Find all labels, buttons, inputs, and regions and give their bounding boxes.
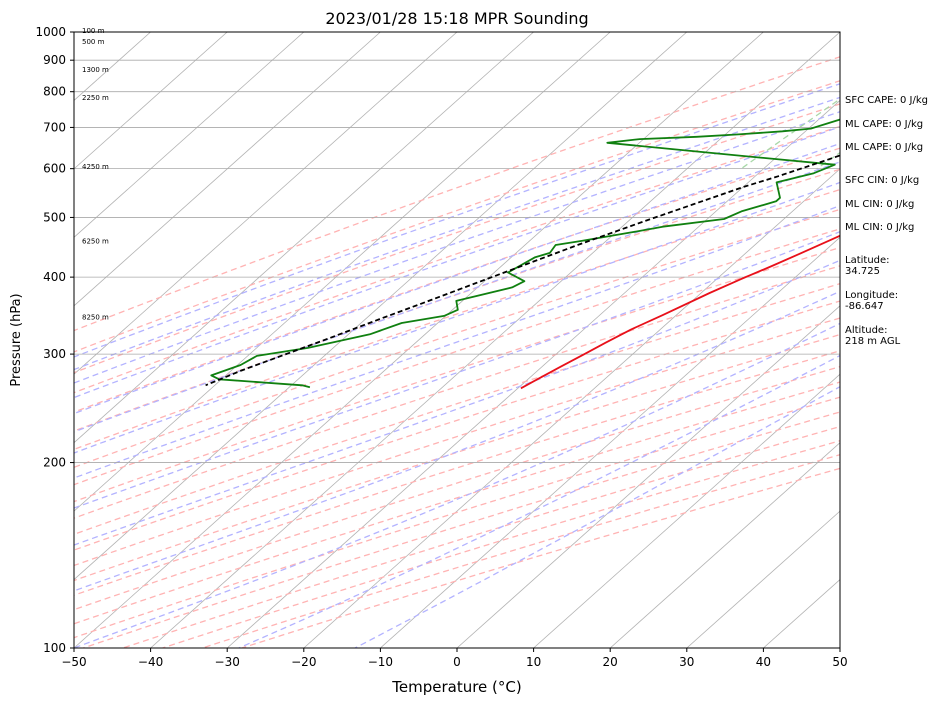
x-tick-label: 50: [832, 655, 847, 669]
background-lines: [74, 32, 840, 648]
height-label: 4250 m: [82, 163, 109, 171]
dry-adiabat-line: [74, 396, 840, 639]
dry-adiabat-line: [74, 246, 840, 503]
y-tick-label: 400: [43, 270, 66, 284]
dry-adiabat-line: [74, 188, 840, 451]
dewpoint-profile: [210, 118, 840, 389]
dry-adiabat-line: [162, 440, 840, 648]
moist-adiabat-line: [74, 259, 840, 546]
y-axis-label: Pressure (hPa): [9, 293, 24, 386]
isotherm-line: [226, 99, 840, 648]
height-label: 100 m: [82, 27, 105, 35]
isotherm-line: [74, 32, 458, 375]
dry-adiabat-line: [74, 317, 840, 567]
sfc-cape-text: SFC CAPE: 0 J/kg: [845, 95, 928, 106]
sfc-cin-text: SFC CIN: 0 J/kg: [845, 175, 920, 186]
isotherm-line: [74, 32, 228, 170]
dry-adiabat-line: [74, 147, 840, 413]
dry-adiabat-line: [74, 103, 840, 374]
height-label: 6250 m: [82, 238, 109, 246]
isotherm-line: [533, 373, 840, 648]
moist-adiabat-line: [354, 385, 840, 648]
x-tick-label: −30: [215, 655, 240, 669]
isotherm-line: [74, 32, 534, 444]
height-label: 2250 m: [82, 94, 109, 102]
y-tick-label: 300: [43, 347, 66, 361]
moist-adiabat-line: [74, 231, 840, 509]
dry-adiabat-line: [74, 365, 840, 611]
profile-lines: [205, 118, 840, 390]
isotherm-line: [609, 442, 840, 648]
x-tick-label: 30: [679, 655, 694, 669]
y-tick-label: 200: [43, 456, 66, 470]
altitude-value: 218 m AGL: [845, 336, 901, 347]
pressure-gridlines: [74, 32, 840, 648]
height-label: 500 m: [82, 38, 105, 46]
x-axis-label: Temperature (°C): [391, 678, 521, 696]
ml-cin-text: ML CIN: 0 J/kg: [845, 199, 915, 210]
y-tick-label: 700: [43, 120, 66, 134]
dry-adiabat-line: [74, 282, 840, 535]
y-tick-label: 100: [43, 641, 66, 655]
parcel-profile: [205, 154, 840, 387]
latitude-value: 34.725: [845, 266, 880, 277]
moist-adiabat-line: [74, 142, 840, 415]
dry-adiabat-line: [74, 125, 840, 394]
isotherm-line: [303, 168, 840, 648]
temperature-profile: [520, 234, 840, 390]
height-label: 8250 m: [82, 313, 109, 321]
moist-adiabat-line: [238, 354, 840, 648]
x-tick-label: −20: [291, 655, 316, 669]
moist-adiabat-line: [74, 110, 840, 384]
ml-cape-text-2: ML CAPE: 0 J/kg: [845, 142, 924, 153]
x-tick-label: 20: [603, 655, 618, 669]
isotherm-line: [380, 236, 840, 648]
x-axis-ticks: −50 −40 −30 −20 −10 0 10 20 30 40 50: [61, 648, 848, 669]
dry-adiabat-line: [74, 333, 840, 582]
isotherm-line: [456, 305, 840, 648]
y-tick-label: 1000: [35, 25, 66, 39]
moist-adiabat-line: [74, 96, 840, 371]
longitude-value: -86.647: [845, 301, 884, 312]
isotherm-line: [74, 32, 764, 648]
y-tick-label: 900: [43, 53, 66, 67]
isotherm-line: [686, 510, 840, 648]
height-label: 1300 m: [82, 66, 109, 74]
x-tick-label: −40: [138, 655, 163, 669]
ml-cin-text-2: ML CIN: 0 J/kg: [845, 222, 915, 233]
dry-adiabat-line: [82, 411, 840, 648]
x-tick-label: −50: [61, 655, 86, 669]
isotherm-line: [74, 32, 305, 238]
x-tick-label: 10: [526, 655, 541, 669]
ml-cape-text: ML CAPE: 0 J/kg: [845, 119, 924, 130]
isotherm-line: [74, 32, 381, 307]
y-tick-label: 500: [43, 210, 66, 224]
y-tick-label: 800: [43, 85, 66, 99]
dry-adiabat-line: [74, 56, 840, 332]
latitude-label: Latitude:: [845, 255, 890, 266]
height-labels: 100 m 500 m 1300 m 2250 m 4250 m 6250 m 8250 m: [82, 27, 109, 321]
dry-adiabat-line: [202, 454, 840, 648]
y-axis-ticks: 100 200 300 400 500 600 700 800 900 1000: [35, 25, 74, 655]
moist-adiabat-line: [74, 322, 840, 648]
chart-title: 2023/01/28 15:18 MPR Sounding: [325, 9, 588, 28]
x-tick-label: −10: [368, 655, 393, 669]
isotherm-line: [74, 32, 611, 512]
longitude-label: Longitude:: [845, 290, 899, 301]
x-tick-label: 40: [756, 655, 771, 669]
dry-adiabat-line: [74, 168, 840, 432]
dry-adiabat-line: [74, 208, 840, 468]
y-tick-label: 600: [43, 162, 66, 176]
altitude-label: Altitude:: [845, 325, 888, 336]
x-tick-label: 0: [453, 655, 461, 669]
